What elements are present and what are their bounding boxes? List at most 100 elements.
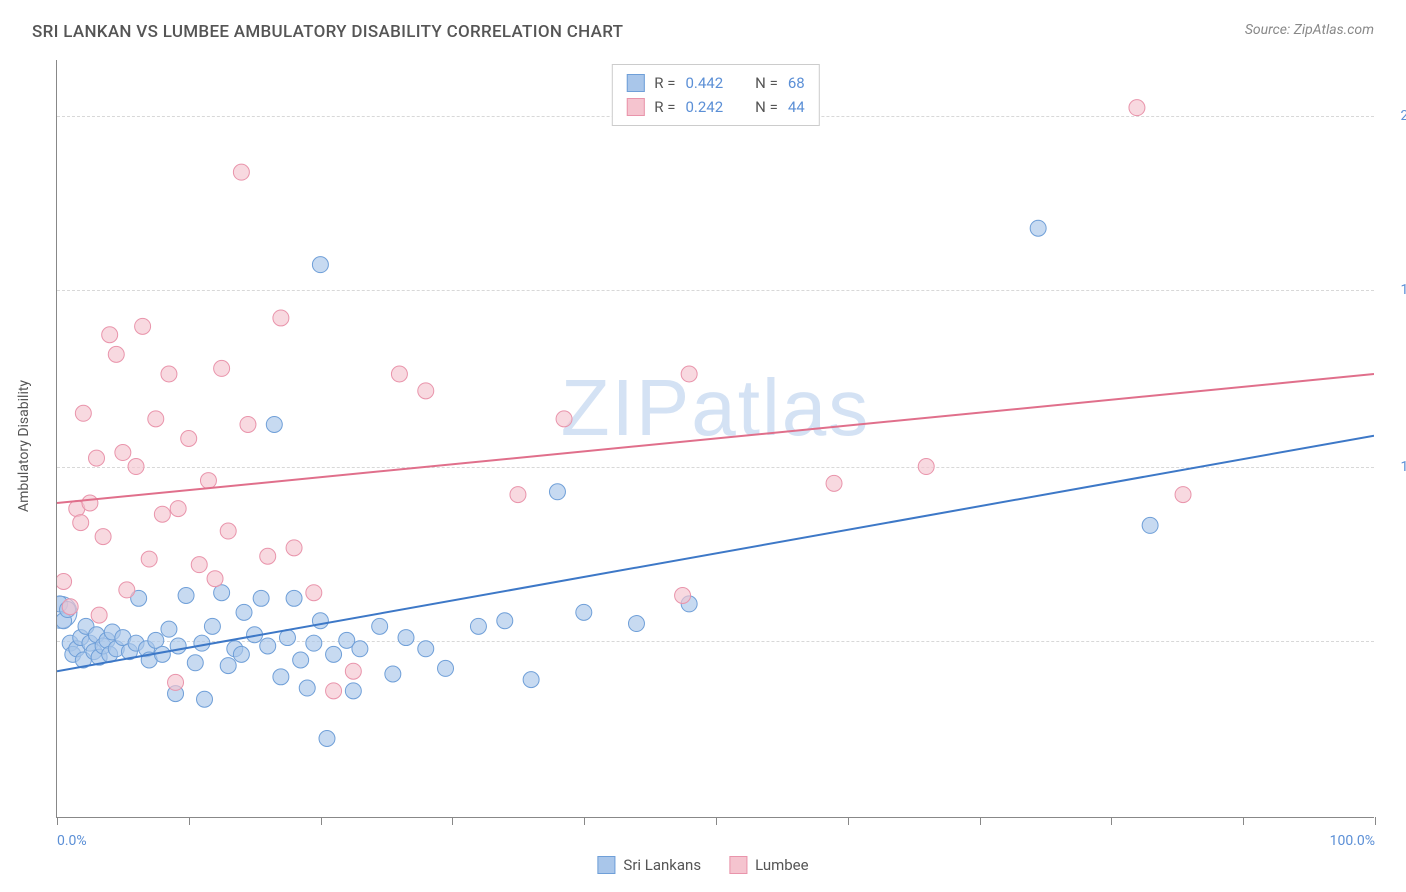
data-point-sri_lankans [438,660,454,676]
legend-r-label: R = [654,71,675,95]
scatter-plot-svg [57,60,1374,817]
data-point-lumbee [170,501,186,517]
x-tick [452,817,453,825]
data-point-lumbee [556,411,572,427]
legend-series-label: Lumbee [755,856,809,874]
y-tick-label: 12.5% [1380,459,1406,475]
data-point-lumbee [260,548,276,564]
data-point-lumbee [286,540,302,556]
data-point-lumbee [89,450,105,466]
data-point-lumbee [220,523,236,539]
data-point-lumbee [115,445,131,461]
legend-swatch-icon [729,856,747,874]
data-point-lumbee [306,585,322,601]
data-point-lumbee [240,416,256,432]
data-point-lumbee [214,360,230,376]
data-point-sri_lankans [497,613,513,629]
data-point-sri_lankans [170,638,186,654]
data-point-lumbee [418,383,434,399]
data-point-sri_lankans [204,618,220,634]
trend-line-sri_lankans [57,436,1374,672]
data-point-lumbee [108,346,124,362]
legend-row-sri_lankans: R =0.442N =68 [626,71,804,95]
data-point-sri_lankans [266,416,282,432]
data-point-sri_lankans [233,646,249,662]
data-point-lumbee [75,405,91,421]
data-point-sri_lankans [312,613,328,629]
data-point-lumbee [326,683,342,699]
data-point-lumbee [273,310,289,326]
data-point-lumbee [135,318,151,334]
x-tick [584,817,585,825]
data-point-sri_lankans [398,630,414,646]
bottom-legend-item: Sri Lankans [597,856,701,874]
legend-n-label: N = [755,95,778,119]
data-point-sri_lankans [293,652,309,668]
data-point-sri_lankans [273,669,289,685]
data-point-sri_lankans [1142,517,1158,533]
data-point-lumbee [918,459,934,475]
data-point-lumbee [119,582,135,598]
data-point-lumbee [191,557,207,573]
data-point-lumbee [675,588,691,604]
data-point-lumbee [1129,100,1145,116]
legend-n-value: 44 [788,95,805,119]
data-point-lumbee [1175,487,1191,503]
legend-r-value: 0.442 [685,71,723,95]
legend-n-label: N = [755,71,778,95]
data-point-sri_lankans [576,604,592,620]
data-point-lumbee [57,573,72,589]
legend-r-label: R = [654,95,675,119]
x-tick [189,817,190,825]
data-point-lumbee [181,431,197,447]
data-point-lumbee [73,515,89,531]
data-point-sri_lankans [299,680,315,696]
data-point-sri_lankans [260,638,276,654]
data-point-lumbee [161,366,177,382]
data-point-lumbee [102,327,118,343]
legend-swatch-icon [626,74,644,92]
data-point-sri_lankans [1030,220,1046,236]
x-tick [1243,817,1244,825]
data-point-sri_lankans [628,616,644,632]
data-point-sri_lankans [220,658,236,674]
correlation-legend: R =0.442N =68R =0.242N =44 [611,64,819,126]
data-point-lumbee [62,599,78,615]
x-tick-label: 0.0% [57,833,87,849]
data-point-sri_lankans [470,618,486,634]
x-tick [716,817,717,825]
trend-line-lumbee [57,374,1374,503]
y-tick-label: 18.8% [1380,282,1406,298]
data-point-sri_lankans [523,672,539,688]
data-point-sri_lankans [326,646,342,662]
data-point-lumbee [391,366,407,382]
data-point-sri_lankans [385,666,401,682]
data-point-lumbee [141,551,157,567]
data-point-sri_lankans [178,588,194,604]
data-point-lumbee [207,571,223,587]
data-point-sri_lankans [372,618,388,634]
data-point-sri_lankans [418,641,434,657]
data-point-lumbee [200,473,216,489]
legend-row-lumbee: R = 0.242 N = 44 [626,95,804,119]
legend-series-label: Sri Lankans [623,856,701,874]
legend-r-value: 0.242 [685,95,723,119]
data-point-sri_lankans [194,635,210,651]
data-point-lumbee [95,529,111,545]
series-legend: Sri Lankans Lumbee [597,856,808,874]
chart-title: SRI LANKAN VS LUMBEE AMBULATORY DISABILI… [32,22,623,42]
y-tick-label: 6.3% [1380,633,1406,649]
data-point-lumbee [154,506,170,522]
x-tick [848,817,849,825]
data-point-sri_lankans [197,691,213,707]
data-point-lumbee [681,366,697,382]
x-tick [321,817,322,825]
data-point-lumbee [233,164,249,180]
data-point-sri_lankans [236,604,252,620]
data-point-sri_lankans [549,484,565,500]
data-point-sri_lankans [187,655,203,671]
data-point-sri_lankans [319,731,335,747]
data-point-lumbee [168,674,184,690]
y-tick-label: 25.0% [1380,108,1406,124]
data-point-lumbee [148,411,164,427]
